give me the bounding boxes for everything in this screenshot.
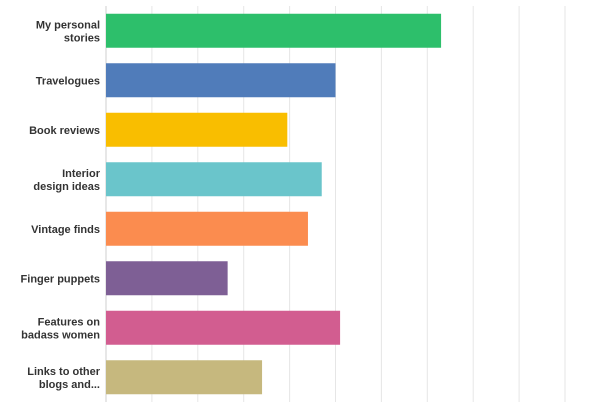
bar-6 <box>106 310 341 345</box>
category-label-line: Features on <box>38 316 101 328</box>
bar-3 <box>106 162 322 197</box>
category-label-line: stories <box>64 32 100 44</box>
bar-1 <box>106 63 336 98</box>
category-label-2: Book reviews <box>29 125 100 137</box>
category-label-0: My personal stories <box>36 19 100 44</box>
bar-7 <box>106 360 263 395</box>
category-label-line: Travelogues <box>36 75 100 87</box>
category-label-6: Features on badass women <box>21 316 100 341</box>
category-label-7: Links to other blogs and... <box>27 366 100 391</box>
category-label-line: design ideas <box>33 181 100 193</box>
category-label-line: Interior <box>62 168 101 180</box>
category-label-line: Vintage finds <box>31 224 100 236</box>
bar-0 <box>106 13 442 48</box>
category-label-line: Finger puppets <box>21 273 100 285</box>
bars <box>106 13 442 395</box>
category-label-5: Finger puppets <box>21 273 100 285</box>
category-label-1: Travelogues <box>36 75 100 87</box>
category-label-line: My personal <box>36 19 100 31</box>
category-label-line: blogs and... <box>39 379 100 391</box>
category-label-line: Book reviews <box>29 125 100 137</box>
category-label-4: Vintage finds <box>31 224 100 236</box>
category-label-3: Interior design ideas <box>33 168 100 193</box>
bar-2 <box>106 112 288 147</box>
category-label-line: badass women <box>21 329 100 341</box>
category-labels: My personal stories Travelogues Book review… <box>21 19 101 391</box>
category-label-line: Links to other <box>27 366 100 378</box>
bar-5 <box>106 261 228 296</box>
bar-4 <box>106 211 308 246</box>
